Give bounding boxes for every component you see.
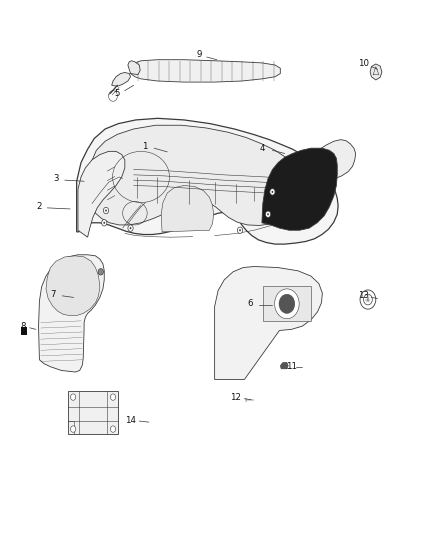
Text: 8: 8 (20, 322, 25, 330)
Circle shape (265, 211, 271, 217)
Circle shape (130, 227, 131, 229)
Circle shape (110, 394, 116, 400)
Polygon shape (280, 362, 288, 369)
Bar (263, 286, 311, 321)
Circle shape (239, 229, 241, 231)
Polygon shape (77, 118, 338, 244)
Polygon shape (39, 255, 104, 372)
Circle shape (105, 209, 107, 212)
Circle shape (270, 189, 275, 195)
Polygon shape (262, 148, 337, 230)
Text: 11: 11 (286, 362, 297, 371)
Circle shape (110, 426, 116, 432)
Polygon shape (161, 185, 214, 232)
Text: 4: 4 (259, 144, 265, 152)
Bar (21, 327, 27, 335)
Circle shape (237, 227, 243, 233)
Circle shape (275, 289, 299, 319)
Circle shape (103, 222, 105, 224)
Text: 3: 3 (53, 174, 59, 183)
Polygon shape (78, 151, 125, 237)
Text: 9: 9 (197, 50, 202, 59)
Bar (68, 391, 118, 434)
Circle shape (128, 225, 133, 231)
Circle shape (71, 394, 76, 400)
Circle shape (267, 213, 269, 215)
Polygon shape (88, 125, 303, 225)
Circle shape (272, 191, 273, 193)
Circle shape (279, 294, 295, 313)
Polygon shape (112, 72, 131, 86)
Circle shape (103, 207, 109, 214)
Polygon shape (215, 266, 322, 379)
Text: 2: 2 (37, 203, 42, 211)
Polygon shape (46, 256, 100, 316)
Text: 10: 10 (358, 60, 369, 68)
Polygon shape (316, 140, 356, 182)
Text: 6: 6 (247, 300, 252, 308)
Circle shape (71, 426, 76, 432)
Circle shape (360, 290, 376, 309)
Text: 13: 13 (358, 292, 369, 300)
Text: 1: 1 (142, 142, 147, 151)
Polygon shape (131, 60, 280, 82)
Text: 14: 14 (125, 416, 136, 424)
Polygon shape (370, 64, 382, 80)
Text: 7: 7 (51, 290, 56, 298)
Circle shape (98, 269, 103, 275)
Polygon shape (128, 61, 140, 75)
Text: 12: 12 (230, 393, 241, 401)
Circle shape (102, 220, 107, 226)
Circle shape (364, 294, 372, 305)
Text: 5: 5 (115, 89, 120, 98)
